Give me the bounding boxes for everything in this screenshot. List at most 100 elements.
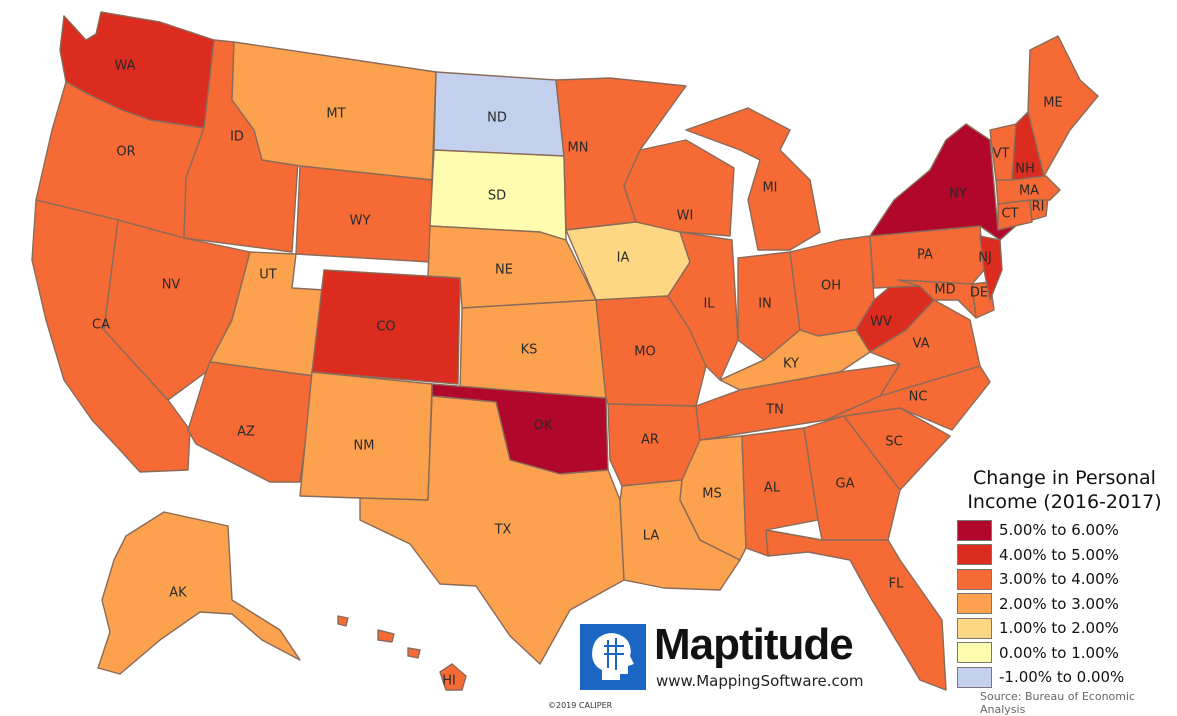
state-label-NE: NE [495, 263, 513, 278]
state-HI-island [337, 615, 349, 627]
logo-url[interactable]: www.MappingSoftware.com [656, 672, 864, 690]
legend-label: 1.00% to 2.00% [999, 619, 1119, 638]
state-label-HI: HI [442, 674, 456, 689]
maptitude-head-icon [580, 624, 646, 690]
state-ME[interactable] [1027, 35, 1099, 177]
state-label-DE: DE [970, 286, 988, 301]
legend-swatch [957, 617, 992, 639]
state-MA[interactable] [995, 175, 1061, 205]
state-WI[interactable] [623, 139, 735, 237]
state-TX[interactable] [359, 395, 625, 665]
legend-label: 4.00% to 5.00% [999, 545, 1119, 564]
state-label-KS: KS [521, 343, 538, 358]
state-label-AR: AR [641, 433, 659, 448]
state-label-WY: WY [350, 214, 371, 229]
state-label-MN: MN [568, 141, 589, 156]
state-label-OR: OR [116, 145, 135, 160]
copyright: ©2019 CALIPER [548, 701, 613, 710]
state-label-IN: IN [758, 297, 772, 312]
legend-swatch [957, 568, 992, 590]
state-HI-island [377, 629, 395, 643]
state-label-AL: AL [764, 481, 781, 496]
state-label-LA: LA [643, 529, 660, 544]
state-NY[interactable] [869, 123, 1021, 241]
state-label-VA: VA [913, 337, 930, 352]
state-label-NH: NH [1015, 162, 1035, 177]
state-label-UT: UT [259, 268, 277, 283]
state-FL[interactable] [765, 529, 947, 691]
legend-label: 0.00% to 1.00% [999, 643, 1119, 662]
state-label-WA: WA [114, 59, 135, 74]
legend-item: -1.00% to 0.00% [957, 665, 1172, 690]
state-label-SC: SC [885, 435, 902, 450]
state-label-MI: MI [762, 181, 777, 196]
state-label-MA: MA [1019, 184, 1039, 199]
state-label-AK: AK [169, 586, 187, 601]
legend-title: Change in Personal Income (2016-2017) [957, 466, 1172, 514]
legend-label: 5.00% to 6.00% [999, 521, 1119, 540]
state-label-WI: WI [677, 209, 694, 224]
state-MI[interactable] [685, 107, 821, 251]
state-label-VT: VT [993, 147, 1010, 162]
legend: Change in Personal Income (2016-2017) 5.… [957, 466, 1172, 690]
state-label-IL: IL [703, 297, 715, 312]
state-label-IA: IA [617, 251, 630, 266]
state-label-NC: NC [909, 390, 928, 405]
state-label-ME: ME [1043, 96, 1062, 111]
logo-name: Maptitude [654, 620, 854, 669]
legend-item: 0.00% to 1.00% [957, 641, 1172, 666]
state-label-OK: OK [534, 419, 553, 434]
state-CO[interactable] [311, 269, 461, 385]
legend-item: 1.00% to 2.00% [957, 616, 1172, 641]
legend-items: 5.00% to 6.00% 4.00% to 5.00% 3.00% to 4.0… [957, 518, 1172, 690]
state-label-NV: NV [162, 278, 181, 293]
legend-title-line: Change in Personal [973, 467, 1156, 489]
legend-item: 3.00% to 4.00% [957, 567, 1172, 592]
legend-swatch [957, 593, 992, 615]
state-label-CA: CA [92, 318, 110, 333]
maptitude-logo[interactable]: Maptitude www.MappingSoftware.com [580, 620, 874, 694]
state-label-OH: OH [821, 279, 841, 294]
state-label-MD: MD [934, 283, 955, 298]
legend-label: -1.00% to 0.00% [999, 668, 1125, 687]
state-label-CO: CO [376, 320, 395, 335]
state-label-TX: TX [494, 523, 512, 538]
state-label-MS: MS [702, 487, 721, 502]
state-AK[interactable] [97, 511, 301, 675]
state-label-PA: PA [917, 248, 933, 263]
state-label-WV: WV [870, 315, 892, 330]
state-label-ND: ND [487, 111, 507, 126]
state-IL[interactable] [667, 231, 739, 381]
state-label-KY: KY [783, 357, 799, 372]
state-label-FL: FL [889, 577, 904, 592]
state-label-AZ: AZ [237, 425, 255, 440]
legend-label: 2.00% to 3.00% [999, 594, 1119, 613]
state-HI-island [407, 647, 421, 659]
state-label-MT: MT [326, 107, 345, 122]
state-HI[interactable] [439, 663, 467, 691]
state-label-RI: RI [1032, 200, 1045, 215]
legend-item: 2.00% to 3.00% [957, 592, 1172, 617]
state-label-CT: CT [1001, 207, 1018, 222]
legend-swatch [957, 642, 992, 664]
legend-swatch [957, 666, 992, 688]
state-label-NJ: NJ [978, 251, 992, 266]
legend-title-line: Income (2016-2017) [967, 491, 1162, 513]
state-labels: WA OR CA ID NV MT WY UT AZ CO NM ND SD NE KS OK TX MN IA MO… [92, 59, 1063, 689]
state-NM[interactable] [299, 371, 433, 501]
legend-item: 4.00% to 5.00% [957, 543, 1172, 568]
legend-swatch [957, 519, 992, 541]
state-label-TN: TN [765, 403, 784, 418]
state-NJ[interactable] [979, 235, 1003, 301]
state-AZ[interactable] [187, 361, 315, 483]
state-label-NY: NY [949, 187, 967, 202]
legend-item: 5.00% to 6.00% [957, 518, 1172, 543]
source-note: Source: Bureau of Economic Analysis [980, 690, 1136, 716]
state-label-ID: ID [230, 130, 244, 145]
legend-label: 3.00% to 4.00% [999, 570, 1119, 589]
state-label-MO: MO [634, 345, 655, 360]
legend-swatch [957, 544, 992, 566]
state-label-GA: GA [836, 477, 855, 492]
state-label-NM: NM [354, 439, 375, 454]
